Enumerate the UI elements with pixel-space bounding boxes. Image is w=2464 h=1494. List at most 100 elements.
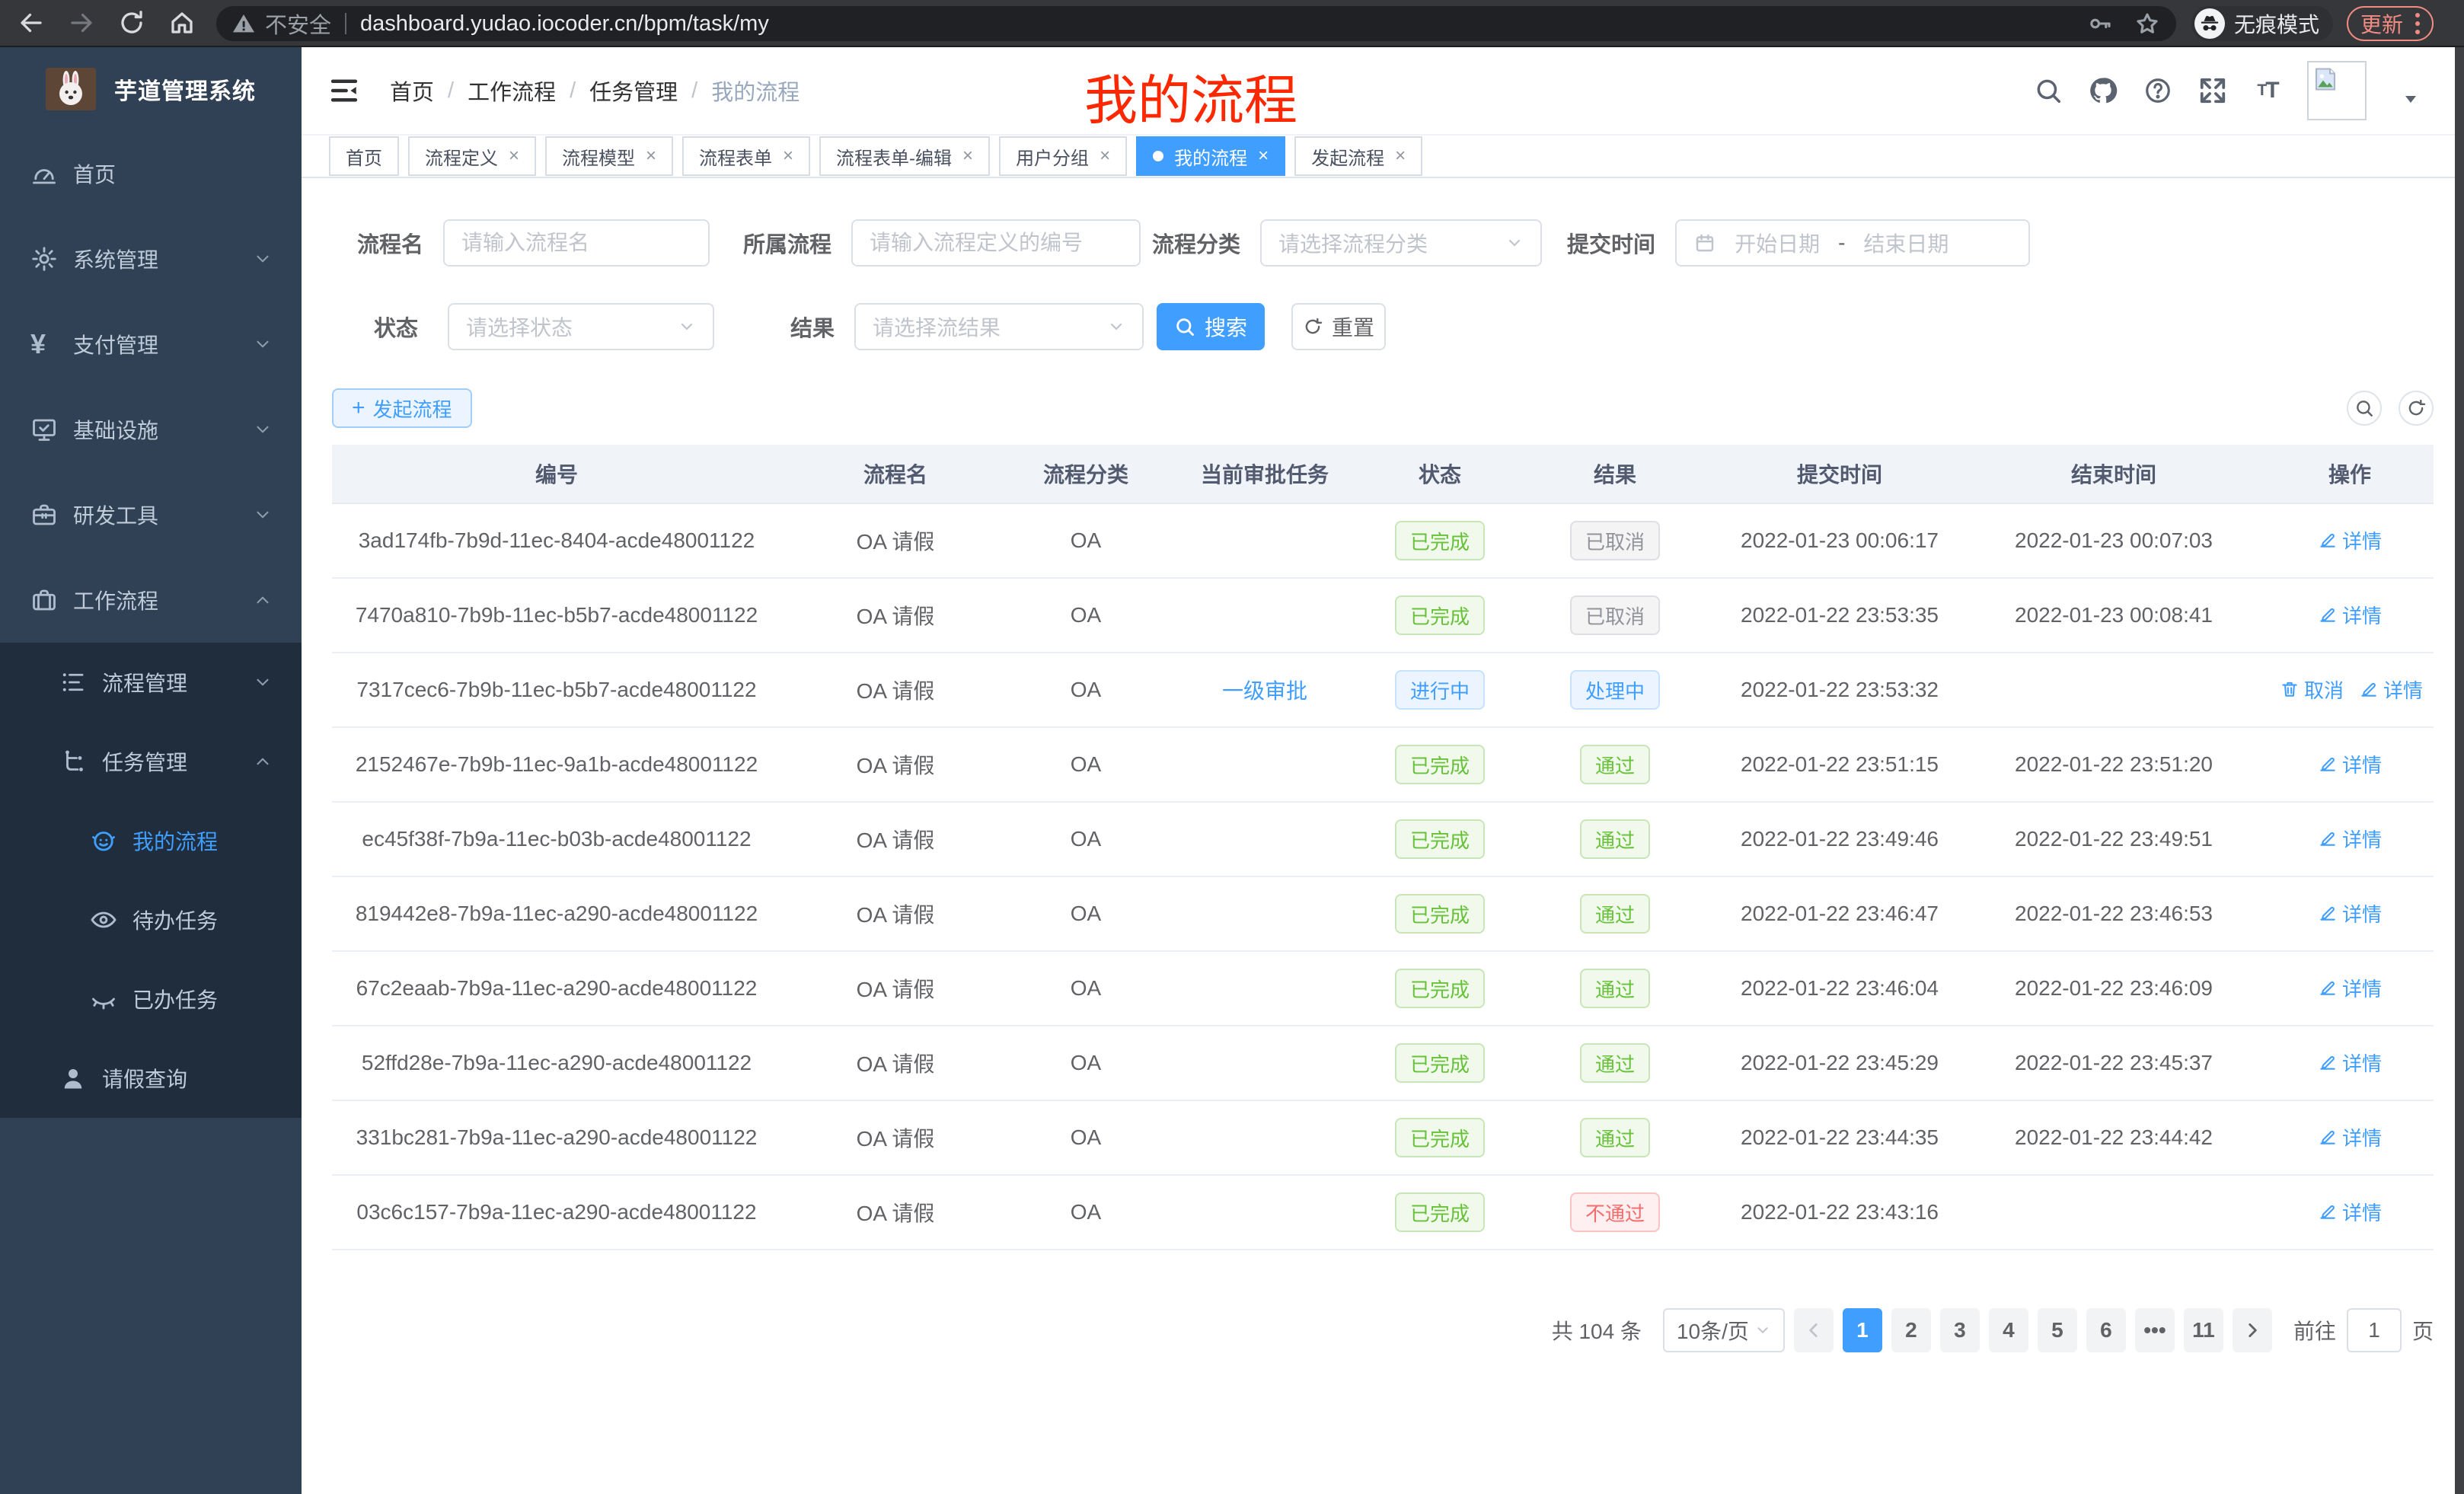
search-button[interactable]: 搜索: [1157, 303, 1266, 350]
help-icon[interactable]: [2143, 75, 2173, 106]
page-button-5[interactable]: 5: [2037, 1308, 2077, 1352]
chrome-menu-icon[interactable]: [2415, 13, 2421, 34]
actions-cell: 详情: [2266, 1049, 2434, 1078]
breadcrumb-item[interactable]: 工作流程: [468, 81, 557, 105]
tab-用户分组[interactable]: 用户分组 ×: [999, 136, 1128, 176]
more-pages-button[interactable]: •••: [2134, 1308, 2175, 1352]
update-label[interactable]: 更新: [2360, 13, 2404, 37]
page-button-2[interactable]: 2: [1891, 1308, 1931, 1352]
url-bar[interactable]: 不安全 dashboard.yudao.iocoder.cn/bpm/task/…: [216, 6, 2176, 41]
refresh-table-icon[interactable]: [2399, 391, 2434, 426]
page-button-11[interactable]: 11: [2183, 1308, 2223, 1352]
close-icon[interactable]: ×: [1395, 145, 1406, 166]
tab-我的流程[interactable]: 我的流程 ×: [1136, 136, 1286, 176]
tab-流程定义[interactable]: 流程定义 ×: [408, 136, 537, 176]
submit-time-range-picker[interactable]: 开始日期 - 结束日期: [1675, 219, 2031, 267]
page-size-select[interactable]: 10条/页: [1662, 1308, 1785, 1352]
page-buttons: 1 2 3 4 5 6 ••• 11: [1842, 1308, 2223, 1352]
flow-tree-icon: [59, 748, 102, 775]
edit-icon: [2318, 1127, 2338, 1147]
search-icon[interactable]: [2033, 75, 2063, 106]
current-task: 一级审批: [1162, 675, 1368, 705]
page-button-1[interactable]: 1: [1842, 1308, 1882, 1352]
detail-link[interactable]: 详情: [2359, 675, 2423, 704]
sidebar-item-label: 支付管理: [73, 334, 159, 357]
tab-发起流程[interactable]: 发起流程 ×: [1294, 136, 1423, 176]
sidebar-item-task-mgmt[interactable]: 任务管理: [0, 722, 302, 801]
sidebar-item-leave-query[interactable]: 请假查询: [0, 1039, 302, 1118]
breadcrumb-item[interactable]: 首页: [390, 81, 435, 105]
reset-button[interactable]: 重置: [1291, 303, 1387, 350]
reload-icon[interactable]: [117, 8, 146, 37]
detail-link[interactable]: 详情: [2318, 601, 2382, 629]
cancel-link[interactable]: 取消: [2280, 675, 2344, 704]
sidebar-item-label: 任务管理: [102, 751, 188, 774]
process-definition-input[interactable]: [851, 219, 1141, 267]
detail-link[interactable]: 详情: [2318, 750, 2382, 778]
avatar[interactable]: [2307, 61, 2367, 120]
table-body: 3ad174fb-7b9d-11ec-8404-acde48001122 OA 请…: [332, 504, 2434, 1250]
security-label[interactable]: 不安全: [265, 14, 332, 38]
tab-流程表单[interactable]: 流程表单 ×: [682, 136, 811, 176]
status-badge: 已完成: [1394, 1192, 1485, 1232]
sidebar-item-my-process[interactable]: 我的流程: [0, 801, 302, 880]
detail-link[interactable]: 详情: [2318, 825, 2382, 853]
detail-link[interactable]: 详情: [2318, 974, 2382, 1002]
close-icon[interactable]: ×: [1258, 145, 1269, 166]
close-icon[interactable]: ×: [509, 145, 520, 166]
sidebar-item-done-tasks[interactable]: 已办任务: [0, 959, 302, 1039]
goto-page-input[interactable]: [2346, 1308, 2402, 1352]
page-button-4[interactable]: 4: [1988, 1308, 2028, 1352]
bookmark-star-icon[interactable]: [2134, 10, 2161, 37]
app-logo-row[interactable]: 芋道管理系统: [0, 47, 302, 131]
sidebar-item-todo-tasks[interactable]: 待办任务: [0, 880, 302, 959]
key-icon[interactable]: [2086, 10, 2114, 37]
github-icon[interactable]: [2088, 75, 2118, 106]
window-scrollbar[interactable]: [2455, 47, 2464, 1494]
page-button-3[interactable]: 3: [1939, 1308, 1980, 1352]
forward-icon[interactable]: [67, 8, 96, 37]
home-icon[interactable]: [168, 8, 196, 37]
tab-流程表单-编辑[interactable]: 流程表单-编辑 ×: [819, 136, 991, 176]
edit-icon: [2318, 605, 2338, 624]
chevron-down-icon[interactable]: [2402, 90, 2420, 112]
sidebar-item-process-mgmt[interactable]: 流程管理: [0, 643, 302, 722]
task-link[interactable]: 一级审批: [1221, 679, 1307, 703]
process-name-input[interactable]: [443, 219, 710, 267]
browser-toolbar: 不安全 dashboard.yudao.iocoder.cn/bpm/task/…: [0, 0, 2464, 47]
status-select[interactable]: 请选择状态: [448, 303, 715, 350]
fullscreen-icon[interactable]: [2197, 75, 2228, 106]
category-select[interactable]: 请选择流程分类: [1260, 219, 1543, 267]
url-text[interactable]: dashboard.yudao.iocoder.cn/bpm/task/my: [360, 11, 769, 36]
tab-流程模型[interactable]: 流程模型 ×: [545, 136, 674, 176]
sidebar-item-system[interactable]: 系统管理: [0, 216, 302, 302]
sidebar-item-payment[interactable]: ¥ 支付管理: [0, 302, 302, 387]
next-page-button[interactable]: [2232, 1308, 2272, 1352]
chrome-update-button[interactable]: 更新: [2347, 6, 2434, 41]
toolbox-icon: [30, 501, 73, 528]
sidebar-item-dev-tools[interactable]: 研发工具: [0, 472, 302, 557]
page-button-6[interactable]: 6: [2086, 1308, 2126, 1352]
sidebar-item-infrastructure[interactable]: 基础设施: [0, 387, 302, 472]
close-icon[interactable]: ×: [962, 145, 974, 166]
sidebar-item-workflow[interactable]: 工作流程: [0, 557, 302, 643]
start-process-button[interactable]: + 发起流程: [332, 388, 472, 428]
show-search-toggle-icon[interactable]: [2347, 391, 2382, 426]
back-icon[interactable]: [17, 8, 46, 37]
detail-link[interactable]: 详情: [2318, 1198, 2382, 1226]
breadcrumb-item[interactable]: 任务管理: [589, 81, 678, 105]
close-icon[interactable]: ×: [783, 145, 794, 166]
detail-link[interactable]: 详情: [2318, 899, 2382, 927]
end-time: 2022-01-22 23:46:53: [2015, 902, 2213, 925]
tab-首页[interactable]: 首页: [329, 136, 399, 176]
sidebar-collapse-icon[interactable]: [327, 75, 361, 107]
result-select[interactable]: 请选择流结果: [854, 303, 1144, 350]
detail-link[interactable]: 详情: [2318, 1049, 2382, 1077]
detail-link[interactable]: 详情: [2318, 1123, 2382, 1151]
detail-link[interactable]: 详情: [2318, 526, 2382, 554]
sidebar-item-home[interactable]: 首页: [0, 131, 302, 216]
close-icon[interactable]: ×: [1100, 145, 1111, 166]
prev-page-button[interactable]: [1793, 1308, 1834, 1352]
close-icon[interactable]: ×: [646, 145, 657, 166]
